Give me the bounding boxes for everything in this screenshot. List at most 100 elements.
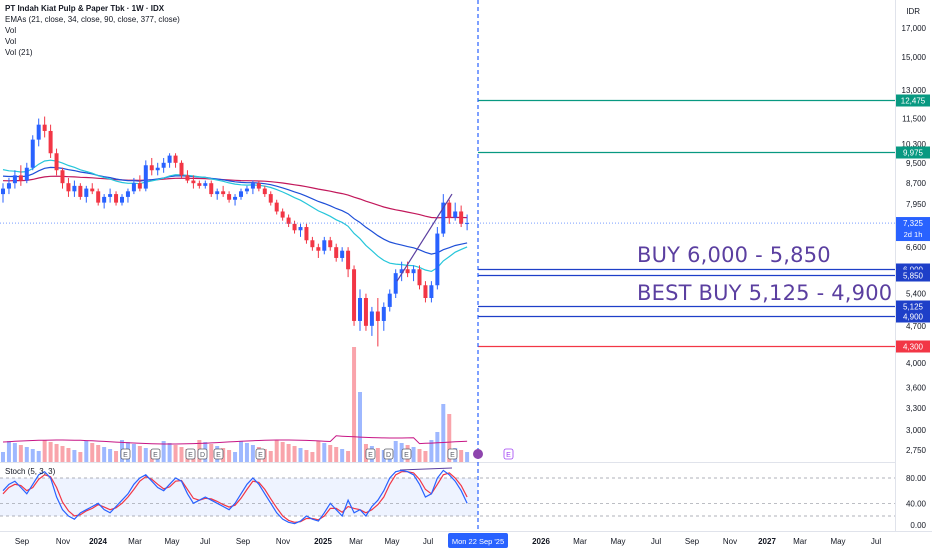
- ema-indicator-label[interactable]: EMAs (21, close, 34, close, 90, close, 3…: [5, 15, 180, 24]
- volume-bar: [48, 442, 53, 462]
- x-tick-label: Nov: [56, 537, 70, 546]
- candle-body: [209, 183, 214, 195]
- candle-body: [179, 162, 184, 176]
- volume-bar: [18, 445, 23, 462]
- candle-body: [48, 130, 53, 154]
- candle-body: [316, 247, 321, 251]
- candle-body: [298, 227, 303, 231]
- x-tick-label: May: [830, 537, 845, 546]
- candle-body: [358, 298, 362, 321]
- volume-bar: [108, 449, 113, 462]
- candle-body: [185, 175, 190, 181]
- candle-body: [340, 250, 345, 258]
- volume-bar: [375, 448, 380, 462]
- x-tick-label: May: [164, 537, 179, 546]
- candle-body: [280, 211, 285, 218]
- earnings-marker: [503, 448, 514, 460]
- candle-body: [203, 183, 208, 186]
- candle-body: [233, 196, 238, 200]
- volume-bar: [393, 441, 398, 462]
- symbol-title[interactable]: PT Indah Kiat Pulp & Paper Tbk · 1W · ID…: [5, 4, 165, 13]
- level-label-target: 12,475: [901, 97, 926, 106]
- volume-bar: [239, 441, 243, 462]
- ema-34-line: [2, 166, 468, 255]
- x-tick-label: Jul: [651, 537, 661, 546]
- volume-bar: [72, 450, 77, 462]
- candle-body: [435, 233, 440, 286]
- y-tick-label: 11,500: [902, 115, 926, 124]
- candle-body: [72, 185, 77, 192]
- volume-bar: [465, 452, 470, 462]
- y-tick-label: 7,950: [906, 200, 927, 209]
- earnings-marker: [185, 448, 196, 460]
- candle-body: [42, 124, 47, 131]
- candle-body: [387, 293, 392, 307]
- volume-bar: [209, 444, 214, 462]
- x-tick-label: Mar: [128, 537, 142, 546]
- trend-line-up: [396, 193, 453, 282]
- level-label-best-buy: 5,125: [903, 303, 924, 312]
- candle-body: [18, 175, 23, 181]
- volume-bar: [459, 450, 464, 462]
- currency-label: IDR: [906, 7, 920, 16]
- level-label-stop: 4,300: [903, 343, 924, 352]
- buy-zone-annotation: BUY 6,000 - 5,850: [637, 243, 831, 267]
- marker-letter: E: [123, 452, 128, 459]
- candle-body: [149, 165, 154, 171]
- candle-body: [352, 269, 357, 321]
- candle-body: [137, 183, 142, 189]
- volume-bar: [358, 392, 362, 462]
- volume-bar: [441, 404, 446, 462]
- volume-bar: [268, 451, 273, 462]
- candle-body: [197, 183, 202, 186]
- candle-body: [310, 240, 315, 248]
- marker-letter: E: [258, 452, 263, 459]
- volume-bar: [161, 441, 166, 462]
- level-badge-target: [896, 146, 930, 159]
- candle-body: [262, 188, 267, 195]
- candle-body: [244, 188, 249, 192]
- volume-bar: [423, 451, 428, 462]
- candle-body: [429, 285, 434, 299]
- candle-body: [12, 175, 17, 184]
- x-tick-label: Nov: [276, 537, 290, 546]
- candle-body: [227, 194, 232, 200]
- candle-body: [54, 153, 59, 171]
- level-label-buy: 5,850: [903, 272, 924, 281]
- stoch-indicator-label[interactable]: Stoch (5, 3, 3): [5, 467, 56, 476]
- volume-bar: [286, 444, 291, 462]
- candle-body: [453, 211, 458, 218]
- volume-bar: [340, 449, 345, 462]
- candle-body: [381, 306, 386, 321]
- marker-letter: E: [450, 452, 455, 459]
- candle-body: [465, 223, 470, 225]
- volume-bar: [411, 447, 416, 462]
- candle-body: [36, 124, 41, 140]
- candle-body: [447, 202, 452, 218]
- volume-indicator-label[interactable]: Vol: [5, 26, 17, 35]
- candle-body: [304, 227, 309, 241]
- volume-bar: [24, 447, 29, 462]
- volume-indicator-label-2[interactable]: Vol: [5, 37, 17, 46]
- candle-body: [250, 183, 255, 189]
- x-tick-label: 2027: [758, 537, 776, 546]
- level-badge-best-buy: [896, 310, 930, 323]
- marker-letter: D: [386, 452, 391, 459]
- stoch-tick-label: 80.00: [906, 474, 927, 483]
- marker-letter: E: [188, 452, 193, 459]
- candle-body: [125, 191, 130, 197]
- y-tick-label: 13,000: [902, 86, 927, 95]
- candle-body: [24, 167, 29, 181]
- y-tick-label: 17,000: [902, 24, 927, 33]
- earnings-marker: [401, 448, 412, 460]
- volume-bar: [322, 443, 327, 462]
- x-tick-label: Jul: [871, 537, 881, 546]
- y-tick-label: 2,750: [906, 446, 927, 455]
- volume-ma-indicator-label[interactable]: Vol (21): [5, 48, 33, 57]
- stoch-tick-label: 0.00: [910, 521, 926, 530]
- x-tick-label: 2024: [89, 537, 107, 546]
- volume-bar: [304, 450, 309, 462]
- candle-body: [459, 211, 464, 224]
- y-tick-label: 9,500: [906, 159, 927, 168]
